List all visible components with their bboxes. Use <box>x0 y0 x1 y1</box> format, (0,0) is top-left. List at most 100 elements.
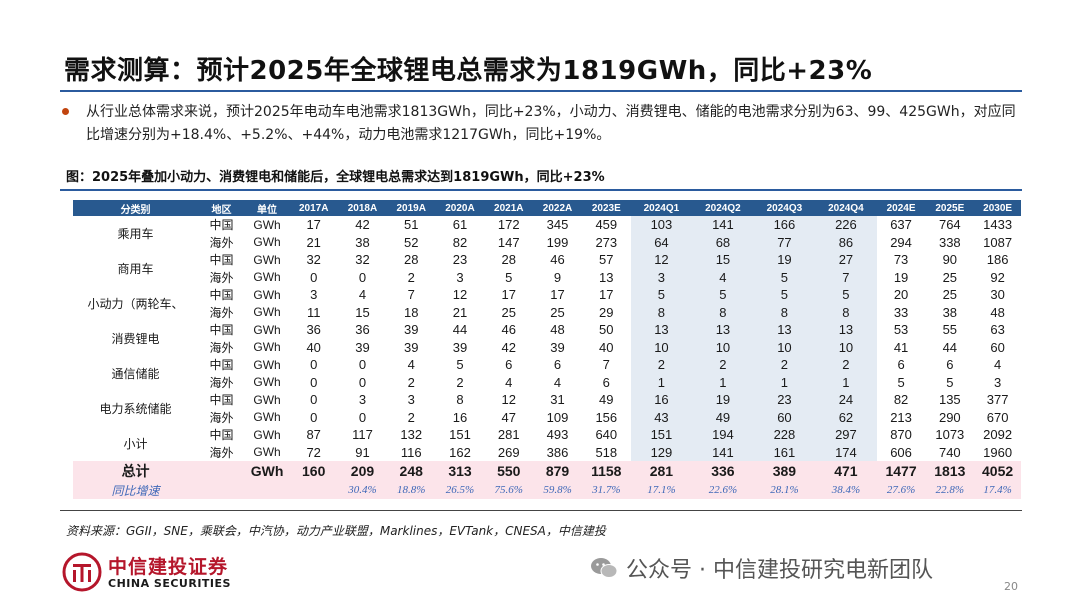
value-cell: 39 <box>403 339 419 355</box>
value-cell: 39 <box>403 322 419 338</box>
value-cell: 12 <box>501 392 516 408</box>
value-cell: 6 <box>946 357 954 373</box>
value-cell: 13 <box>753 321 816 339</box>
region-cell <box>198 481 245 499</box>
value-cell: 3 <box>407 392 415 408</box>
region-cell: 中国 <box>209 323 234 338</box>
value-cell: 213 <box>890 409 912 425</box>
value-cell: 44 <box>942 339 958 355</box>
value-cell: 50 <box>599 322 614 338</box>
unit-cell: GWh <box>253 410 281 425</box>
value-cell: 32 <box>306 252 321 268</box>
value-cell: 5 <box>630 286 693 304</box>
table-header: 分类别 地区 单位 2017A 2018A 2019A 2020A 2021A 2022A 202… <box>73 200 1021 216</box>
value-cell: 39 <box>550 339 565 355</box>
column-header: 2023E <box>581 200 631 216</box>
value-cell: 386 <box>546 444 569 460</box>
header-row: 分类别 地区 单位 2017A 2018A 2019A 2020A 2021A 2022A 202… <box>73 200 1021 216</box>
value-cell: 1433 <box>983 217 1013 233</box>
unit-cell: GWh <box>253 445 281 460</box>
value-cell: 13 <box>692 321 754 339</box>
value-cell: 31 <box>550 392 565 408</box>
total-value-cell: 248 <box>386 461 436 481</box>
value-cell: 199 <box>546 234 569 250</box>
unit-cell: GWh <box>244 461 290 481</box>
value-cell: 132 <box>400 427 423 443</box>
region-cell: 海外 <box>209 340 234 355</box>
category-cell: 消费锂电 <box>111 332 160 346</box>
unit-cell: GWh <box>253 392 281 407</box>
total-label: 总计 <box>73 461 199 481</box>
value-cell: 17 <box>306 217 321 233</box>
value-cell: 29 <box>599 304 614 320</box>
region-cell: 中国 <box>209 428 234 443</box>
value-cell: 92 <box>990 269 1005 285</box>
value-cell: 117 <box>352 427 373 443</box>
value-cell: 46 <box>550 252 565 268</box>
value-cell: 28 <box>403 252 419 268</box>
value-cell: 1 <box>630 373 693 391</box>
source-note: 资料来源：GGII，SNE，乘联会，中汽协，动力产业联盟，Marklines，E… <box>66 524 606 538</box>
value-cell: 4 <box>505 374 513 390</box>
value-cell: 32 <box>355 252 370 268</box>
value-cell: 53 <box>893 322 909 338</box>
value-cell: 5 <box>946 374 954 390</box>
yoy-value-cell: 38.4% <box>815 481 877 499</box>
value-cell: 2 <box>407 374 415 390</box>
yoy-value-cell: 59.8% <box>533 481 582 499</box>
value-cell: 77 <box>753 233 816 251</box>
value-cell: 2 <box>407 269 415 285</box>
value-cell: 8 <box>753 303 816 321</box>
yoy-value-cell <box>289 481 339 499</box>
value-cell: 606 <box>890 444 912 460</box>
yoy-row: 同比增速 30.4% 18.8% 26.5% 75.6% 59.8% 31.7% 17.1% 2… <box>73 481 1021 499</box>
value-cell: 1960 <box>983 444 1013 460</box>
total-value-cell: 209 <box>338 461 387 481</box>
value-cell: 2 <box>692 356 754 374</box>
value-cell: 228 <box>753 426 816 444</box>
value-cell: 8 <box>456 392 464 408</box>
value-cell: 36 <box>306 322 321 338</box>
value-cell: 8 <box>692 303 754 321</box>
value-cell: 44 <box>452 322 468 338</box>
value-cell: 55 <box>942 322 958 338</box>
yoy-value-cell: 22.8% <box>925 481 975 499</box>
value-cell: 1073 <box>935 427 965 443</box>
value-cell: 62 <box>815 408 877 426</box>
total-value-cell: 389 <box>753 461 816 481</box>
value-cell: 345 <box>546 217 569 233</box>
value-cell: 186 <box>986 252 1009 268</box>
yoy-value-cell: 18.8% <box>386 481 436 499</box>
value-cell: 194 <box>692 426 754 444</box>
value-cell: 36 <box>355 322 370 338</box>
value-cell: 63 <box>990 322 1005 338</box>
unit-cell: GWh <box>253 217 281 232</box>
table-row: 小动力（两轮车、 中国 GWh 3 4 7 12 17 17 17 5 5 5 5 20 25 30 <box>73 286 1021 311</box>
value-cell: 20 <box>893 287 909 303</box>
value-cell: 19 <box>893 269 909 285</box>
yoy-value-cell: 28.1% <box>753 481 816 499</box>
value-cell: 1087 <box>983 234 1013 250</box>
unit-cell: GWh <box>253 340 281 355</box>
table-row: 乘用车 中国 GWh 17 42 51 61 172 345 459 103 141 166 226 637… <box>73 216 1021 241</box>
value-cell: 51 <box>403 217 419 233</box>
value-cell: 1 <box>815 373 877 391</box>
yoy-value-cell: 30.4% <box>338 481 387 499</box>
category-cell: 通信储能 <box>111 367 160 381</box>
table-row: 商用车 中国 GWh 32 32 28 23 28 46 57 12 15 19 27 73 90 186 <box>73 251 1021 276</box>
value-cell: 42 <box>501 339 516 355</box>
region-cell: 海外 <box>209 235 234 250</box>
value-cell: 23 <box>753 391 816 409</box>
column-header: 2024Q4 <box>815 200 877 216</box>
unit-cell: GWh <box>253 322 281 337</box>
value-cell: 2 <box>753 356 816 374</box>
column-header: 2024Q1 <box>630 200 693 216</box>
value-cell: 0 <box>358 357 367 373</box>
region-cell: 中国 <box>209 253 234 268</box>
page-number: 20 <box>1004 580 1018 593</box>
yoy-value-cell: 75.6% <box>484 481 534 499</box>
wechat-icon <box>591 558 618 578</box>
value-cell: 2 <box>630 356 693 374</box>
value-cell: 3 <box>310 287 318 303</box>
value-cell: 2 <box>407 409 415 425</box>
